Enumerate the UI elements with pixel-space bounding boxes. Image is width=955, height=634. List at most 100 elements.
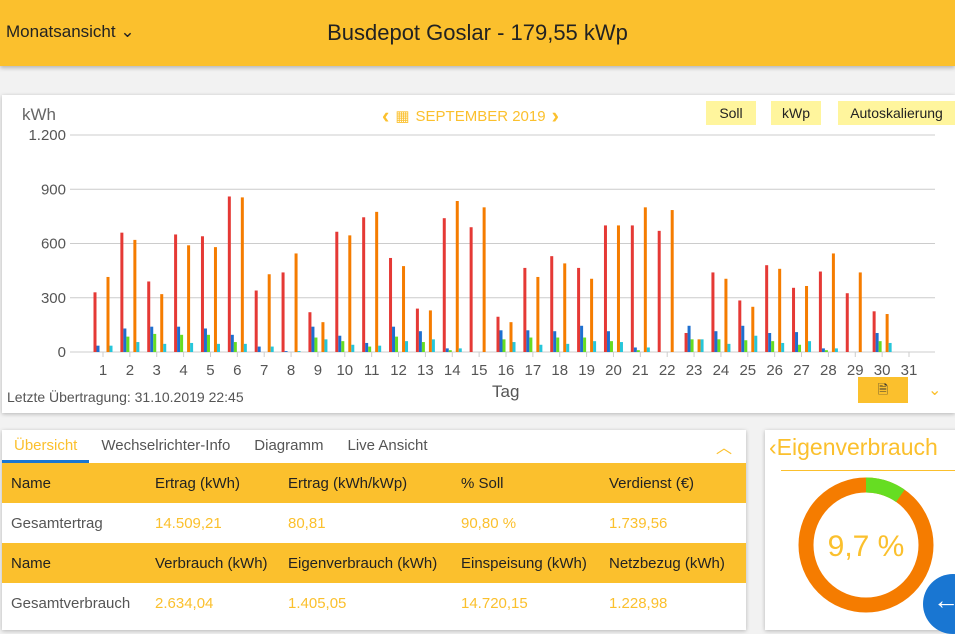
bar <box>455 201 459 352</box>
bar <box>496 316 500 352</box>
bar <box>230 334 234 352</box>
pdf-export-button[interactable]: 🗎 <box>858 377 908 403</box>
bar <box>324 339 328 352</box>
bar <box>553 331 557 352</box>
x-tick-label: 11 <box>364 362 380 379</box>
next-month-button[interactable]: › <box>551 103 559 128</box>
bar <box>593 341 597 352</box>
view-select[interactable]: Monatsansicht ⌄ <box>6 22 135 42</box>
bar <box>308 312 312 352</box>
x-tick-label: 16 <box>498 362 515 379</box>
x-tick-label: 27 <box>793 362 810 379</box>
bar <box>603 225 607 352</box>
bar <box>321 322 325 352</box>
bar <box>96 345 100 352</box>
bar <box>341 341 345 352</box>
bar <box>690 339 694 352</box>
tab-bar: Übersicht Wechselrichter-Info Diagramm L… <box>2 430 746 463</box>
bar <box>805 285 809 352</box>
bar <box>523 267 527 352</box>
bar <box>697 339 701 352</box>
header-cell: % Soll <box>461 474 504 492</box>
tab-diagram[interactable]: Diagramm <box>254 437 324 454</box>
x-axis-label: Tag <box>492 382 520 401</box>
kwp-button[interactable]: kWp <box>771 101 821 125</box>
soll-button[interactable]: Soll <box>706 101 756 125</box>
bar <box>821 348 825 352</box>
bar <box>885 314 889 352</box>
bar <box>402 266 406 352</box>
x-tick-label: 18 <box>551 362 568 379</box>
header-cell: Netzbezug (kWh) <box>609 554 725 572</box>
bar <box>687 325 691 352</box>
bar <box>267 274 271 352</box>
bar <box>270 346 274 352</box>
x-tick-label: 14 <box>444 362 461 379</box>
bar <box>616 225 620 352</box>
bar <box>714 331 718 352</box>
bar <box>297 351 301 352</box>
tab-inverter-info[interactable]: Wechselrichter-Info <box>101 437 231 454</box>
bar <box>375 211 379 352</box>
bar <box>216 343 220 352</box>
tab-overview[interactable]: Übersicht <box>2 430 90 463</box>
bar <box>609 341 613 352</box>
bar <box>180 334 184 352</box>
bar <box>254 290 258 352</box>
bar <box>442 218 446 352</box>
bar <box>395 336 399 352</box>
donut-share-segment <box>798 477 934 613</box>
bar <box>294 253 298 352</box>
bar <box>378 345 382 352</box>
x-tick-label: 3 <box>153 362 161 379</box>
bar <box>163 343 167 352</box>
bar <box>109 345 113 352</box>
cell: 1.739,56 <box>609 514 668 532</box>
bar <box>754 335 758 352</box>
self-consumption-title[interactable]: ‹Eigenverbrauch <box>769 434 938 461</box>
bar <box>606 331 610 352</box>
y-tick-label: 0 <box>58 344 66 361</box>
bar <box>392 326 396 352</box>
header-cell: Name <box>11 474 52 492</box>
bar <box>338 335 342 352</box>
bar <box>240 197 244 352</box>
bar <box>539 344 543 352</box>
bar <box>771 341 775 352</box>
y-tick-label: 1.200 <box>28 127 66 144</box>
bar <box>619 342 623 352</box>
bar <box>717 339 721 352</box>
table-row: Gesamtverbrauch 2.634,04 1.405,05 14.720,15… <box>2 583 746 623</box>
expand-chevron-icon[interactable]: ⌄ <box>928 382 942 399</box>
tab-live[interactable]: Live Ansicht <box>347 437 428 454</box>
arrow-left-icon: ← <box>933 585 955 615</box>
prev-month-button[interactable]: ‹ <box>382 103 390 128</box>
chevron-down-icon: ⌄ <box>120 22 135 41</box>
cell: 90,80 % <box>461 514 517 532</box>
bar <box>633 347 637 352</box>
y-tick-label: 300 <box>41 290 66 307</box>
bar <box>243 343 247 352</box>
bar <box>389 257 393 352</box>
bar <box>550 256 554 352</box>
bar <box>203 328 207 352</box>
bar <box>563 263 567 352</box>
autoscale-button[interactable]: Autoskalierung <box>838 101 955 125</box>
bar <box>335 231 339 352</box>
x-tick-label: 23 <box>686 362 703 379</box>
bar <box>727 343 731 352</box>
bar <box>630 225 634 352</box>
x-tick-label: 28 <box>820 362 837 379</box>
calendar-icon: ▦ <box>395 108 410 125</box>
bar <box>875 333 879 352</box>
donut-value: 9,7 % <box>828 530 905 563</box>
bar <box>792 287 796 352</box>
collapse-chevron-icon[interactable]: ︿ <box>715 440 732 457</box>
bar <box>580 325 584 352</box>
table-row: Gesamtertrag 14.509,21 80,81 90,80 % 1.739,5… <box>2 503 746 543</box>
bar <box>187 245 191 352</box>
bar <box>670 210 674 352</box>
cell: 14.720,15 <box>461 594 528 612</box>
x-tick-label: 4 <box>179 362 187 379</box>
bar <box>636 350 640 352</box>
